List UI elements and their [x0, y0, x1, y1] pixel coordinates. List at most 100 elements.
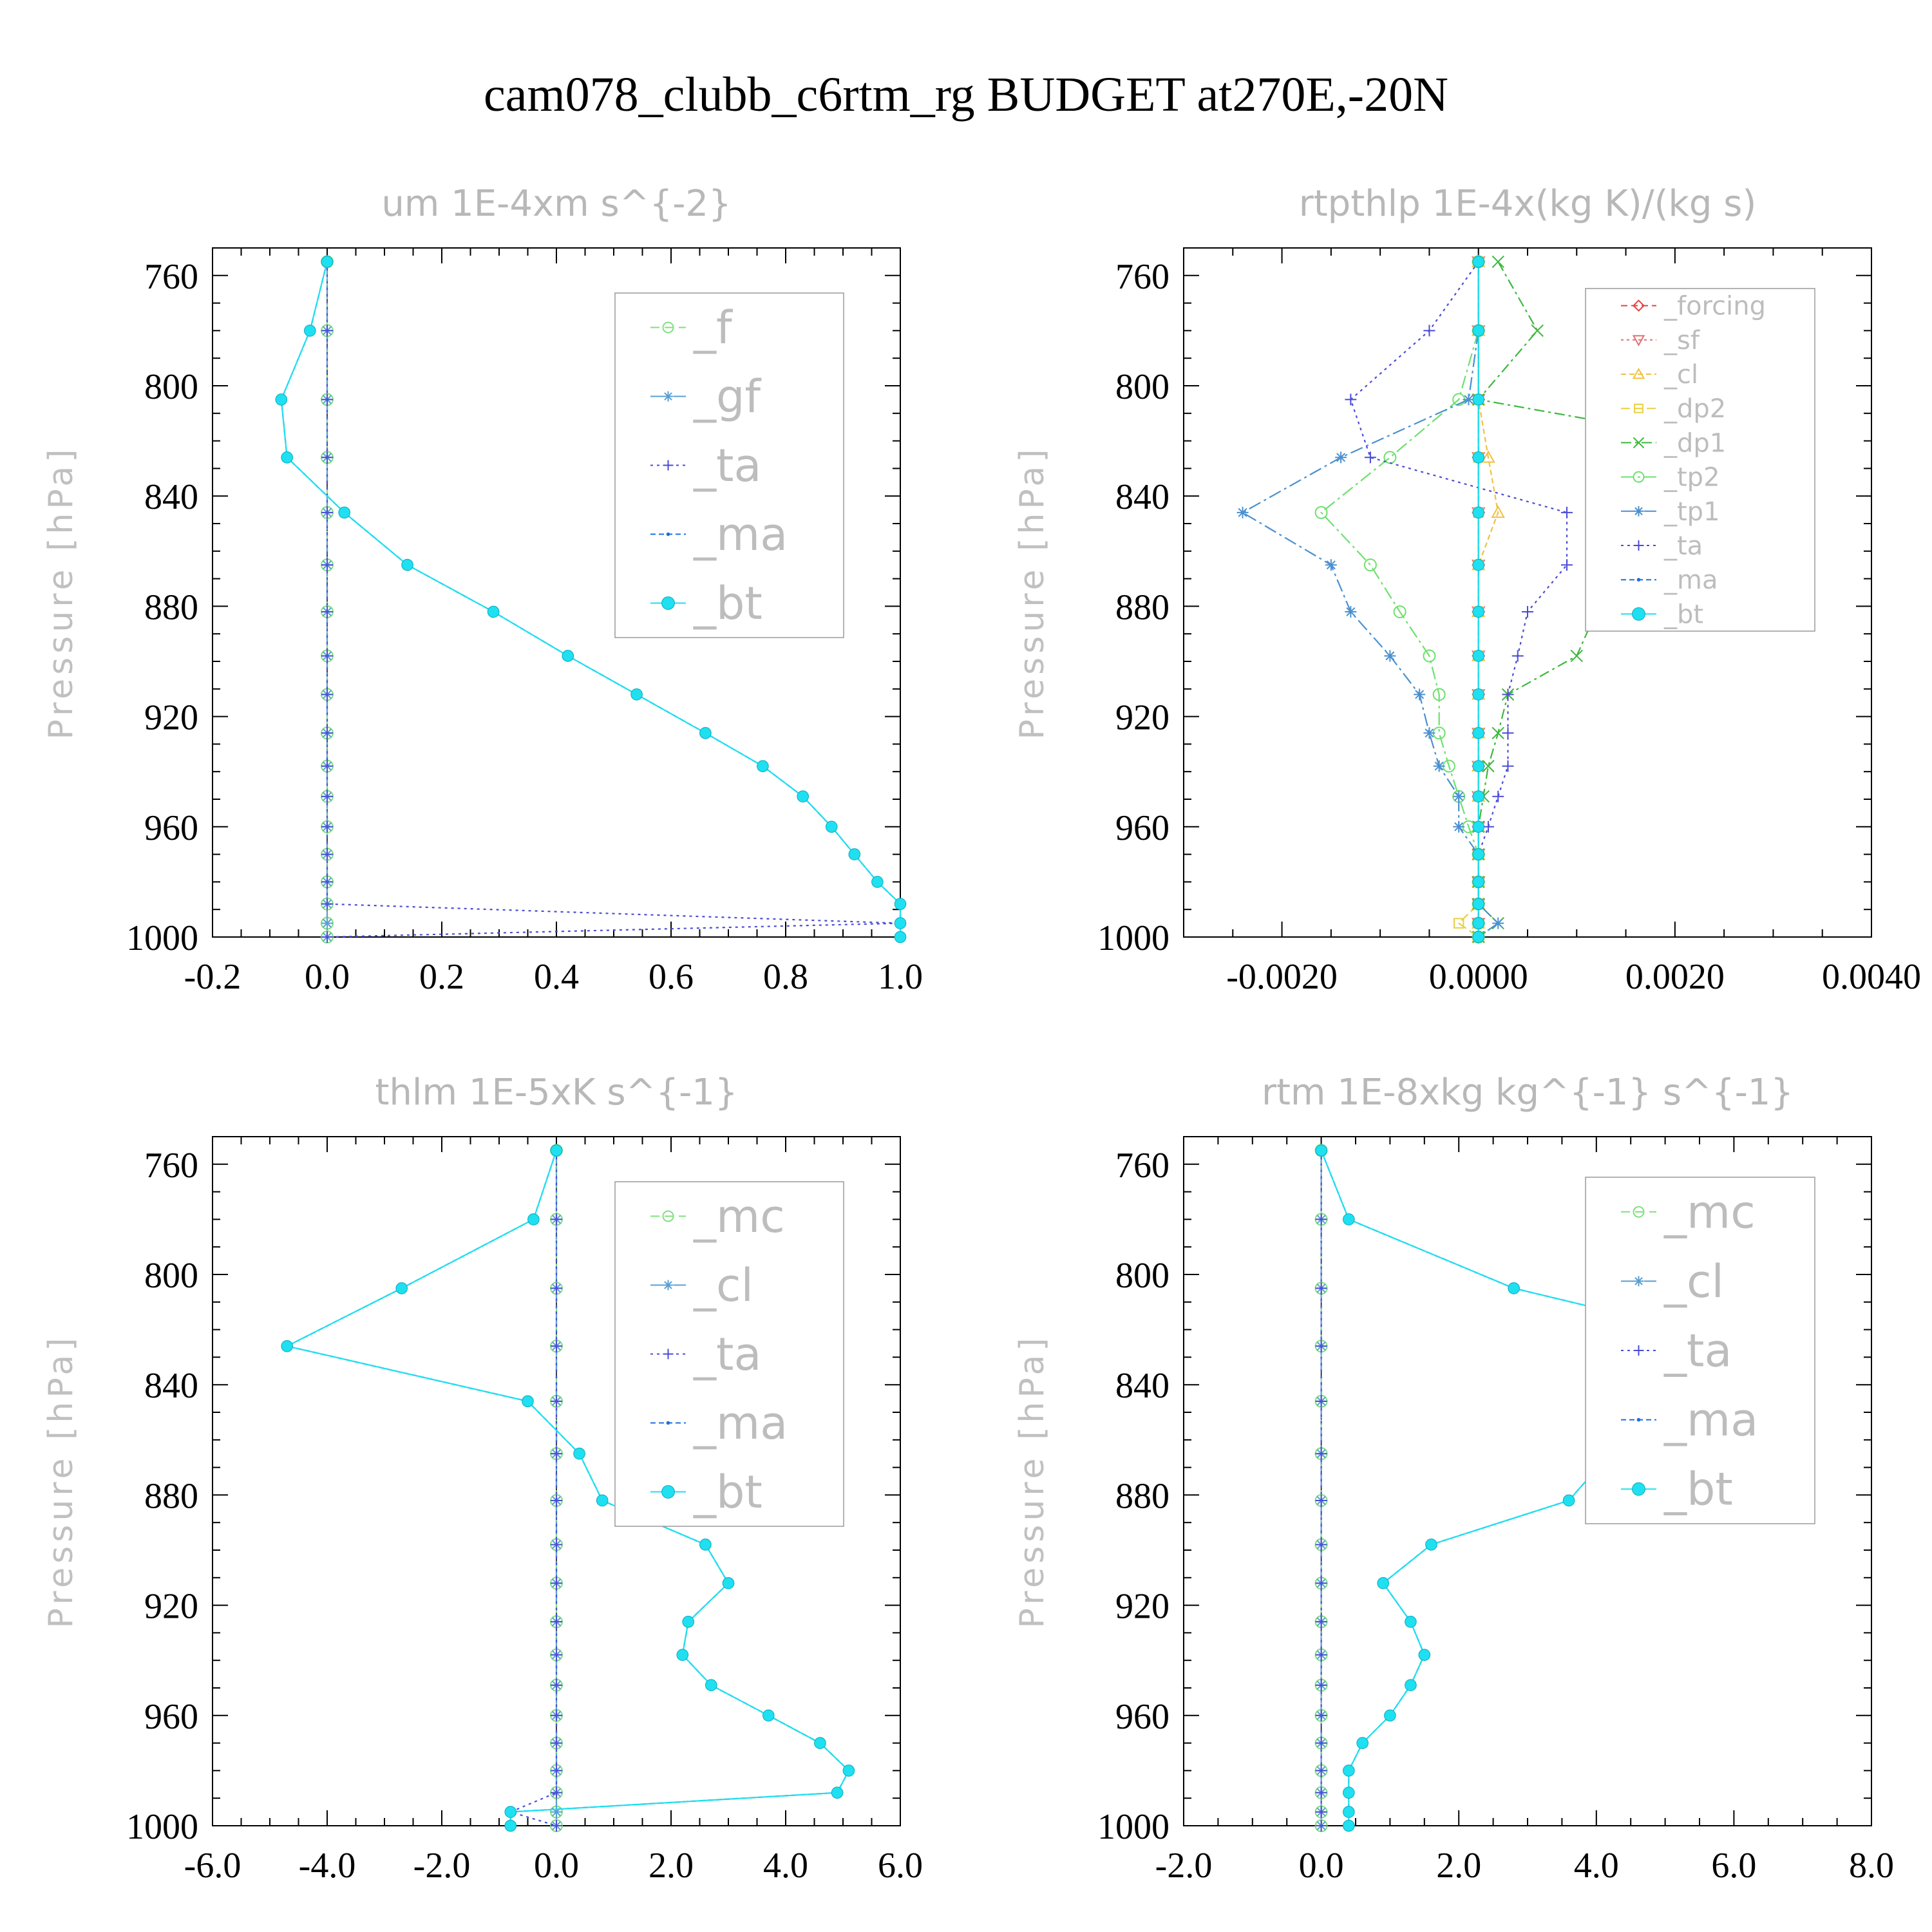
y-tick-label: 920 — [144, 1587, 198, 1627]
data-point — [848, 848, 861, 860]
data-point — [1562, 1494, 1575, 1507]
data-point — [1377, 1577, 1390, 1589]
data-point — [1433, 760, 1445, 772]
series-ta — [1345, 256, 1573, 943]
legend-label: _tp2 — [1663, 463, 1720, 493]
legend-label: _cl — [1663, 360, 1698, 390]
legend-marker — [1632, 607, 1645, 621]
axis-ticks — [1183, 1136, 1872, 1826]
data-point — [1356, 1737, 1368, 1749]
legend-label: _bt — [1663, 1463, 1733, 1516]
data-point — [1472, 820, 1485, 833]
data-point — [842, 1765, 855, 1777]
legend-box — [1585, 1177, 1815, 1524]
legend-marker — [1633, 1206, 1645, 1218]
series-line — [1350, 261, 1568, 937]
x-tick-label: 0.0 — [534, 1846, 579, 1886]
panel-title: rtpthlp 1E-4x(kg K)/(kg s) — [1299, 183, 1757, 225]
data-point — [1315, 1494, 1327, 1506]
data-point — [281, 1340, 294, 1352]
data-point — [1454, 918, 1464, 929]
data-point — [1472, 605, 1485, 618]
data-point — [1315, 1539, 1327, 1551]
x-tick-label: 2.0 — [1436, 1846, 1481, 1886]
data-point — [722, 1577, 735, 1589]
data-point — [550, 1144, 563, 1157]
data-point — [1315, 1213, 1327, 1226]
y-tick-label: 880 — [1115, 1476, 1170, 1516]
data-point — [522, 1395, 534, 1408]
data-point — [1472, 558, 1485, 571]
data-point — [1561, 559, 1573, 571]
legend-marker — [1636, 578, 1641, 582]
data-point — [551, 1709, 562, 1721]
y-axis-label: Pressure [hPa] — [1013, 446, 1052, 740]
data-point — [1472, 790, 1485, 803]
data-point — [1453, 790, 1465, 802]
y-tick-label: 920 — [1115, 1587, 1170, 1627]
panel-title: um 1E-4xm s^{-2} — [381, 183, 731, 225]
legend-marker — [1632, 367, 1645, 379]
legend-label: _ma — [693, 508, 788, 561]
legend: _mc _cl _ta _ma _bt — [1585, 1177, 1815, 1524]
figure-title: cam078_clubb_c6rtm_rg BUDGET at270E,-20N — [484, 68, 1448, 122]
legend-marker — [666, 1421, 670, 1425]
data-point — [1425, 1539, 1437, 1551]
panel-1: um 1E-4xm s^{-2} Pressure [hPa] 760 800 840 8… — [42, 183, 923, 997]
data-point — [551, 1616, 562, 1628]
data-point — [1472, 848, 1485, 860]
series-line — [1241, 261, 1499, 938]
data-point — [676, 1649, 689, 1661]
legend-marker — [663, 1349, 674, 1359]
legend-marker — [1633, 299, 1645, 312]
panel-grid: um 1E-4xm s^{-2} Pressure [hPa] 760 800 840 8… — [42, 183, 1921, 1886]
x-tick-label: 0.0020 — [1625, 957, 1725, 997]
data-point — [705, 1679, 717, 1692]
legend-label: _mc — [693, 1190, 785, 1243]
data-point — [573, 1447, 585, 1460]
data-point — [321, 790, 333, 802]
data-point — [551, 1820, 562, 1832]
x-tick-label: 6.0 — [1711, 1846, 1756, 1886]
y-tick-label: 1000 — [126, 918, 198, 958]
legend-label: _ma — [1663, 565, 1718, 595]
series-line — [1320, 261, 1479, 937]
y-tick-label: 760 — [144, 1146, 198, 1186]
data-point — [682, 1615, 694, 1628]
data-point — [1453, 820, 1465, 833]
data-point — [699, 726, 712, 739]
data-point — [1315, 1820, 1327, 1832]
data-point — [1315, 1282, 1327, 1294]
data-point — [894, 931, 907, 943]
legend-label: _gf — [693, 370, 761, 423]
data-point — [1315, 1340, 1327, 1352]
data-point — [1315, 1577, 1327, 1589]
data-point — [321, 898, 333, 910]
x-tick-label: 0.0040 — [1822, 957, 1921, 997]
data-point — [1472, 650, 1485, 662]
legend-marker — [1633, 1345, 1644, 1356]
data-point — [1414, 688, 1426, 701]
legend-box — [1585, 288, 1815, 632]
y-tick-label: 920 — [144, 698, 198, 738]
x-tick-label: -6.0 — [184, 1846, 242, 1886]
y-tick-label: 800 — [1115, 1256, 1170, 1296]
data-point — [1345, 393, 1357, 406]
y-tick-label: 1000 — [1097, 918, 1170, 958]
data-point — [1315, 1616, 1327, 1628]
data-point — [1384, 1709, 1396, 1722]
data-point — [551, 1448, 562, 1460]
axis-ticks — [212, 1136, 901, 1826]
data-point — [1472, 876, 1485, 888]
legend-label: _ta — [693, 1328, 761, 1381]
y-tick-label: 800 — [144, 367, 198, 407]
legend-label: _dp2 — [1663, 394, 1726, 424]
data-point — [1522, 605, 1533, 618]
legend-label: _forcing — [1663, 292, 1766, 321]
data-point — [1315, 1395, 1327, 1407]
data-point — [321, 848, 333, 860]
legend-marker — [663, 391, 674, 402]
data-point — [551, 1786, 562, 1799]
data-point — [551, 1679, 562, 1691]
x-tick-label: 6.0 — [878, 1846, 923, 1886]
